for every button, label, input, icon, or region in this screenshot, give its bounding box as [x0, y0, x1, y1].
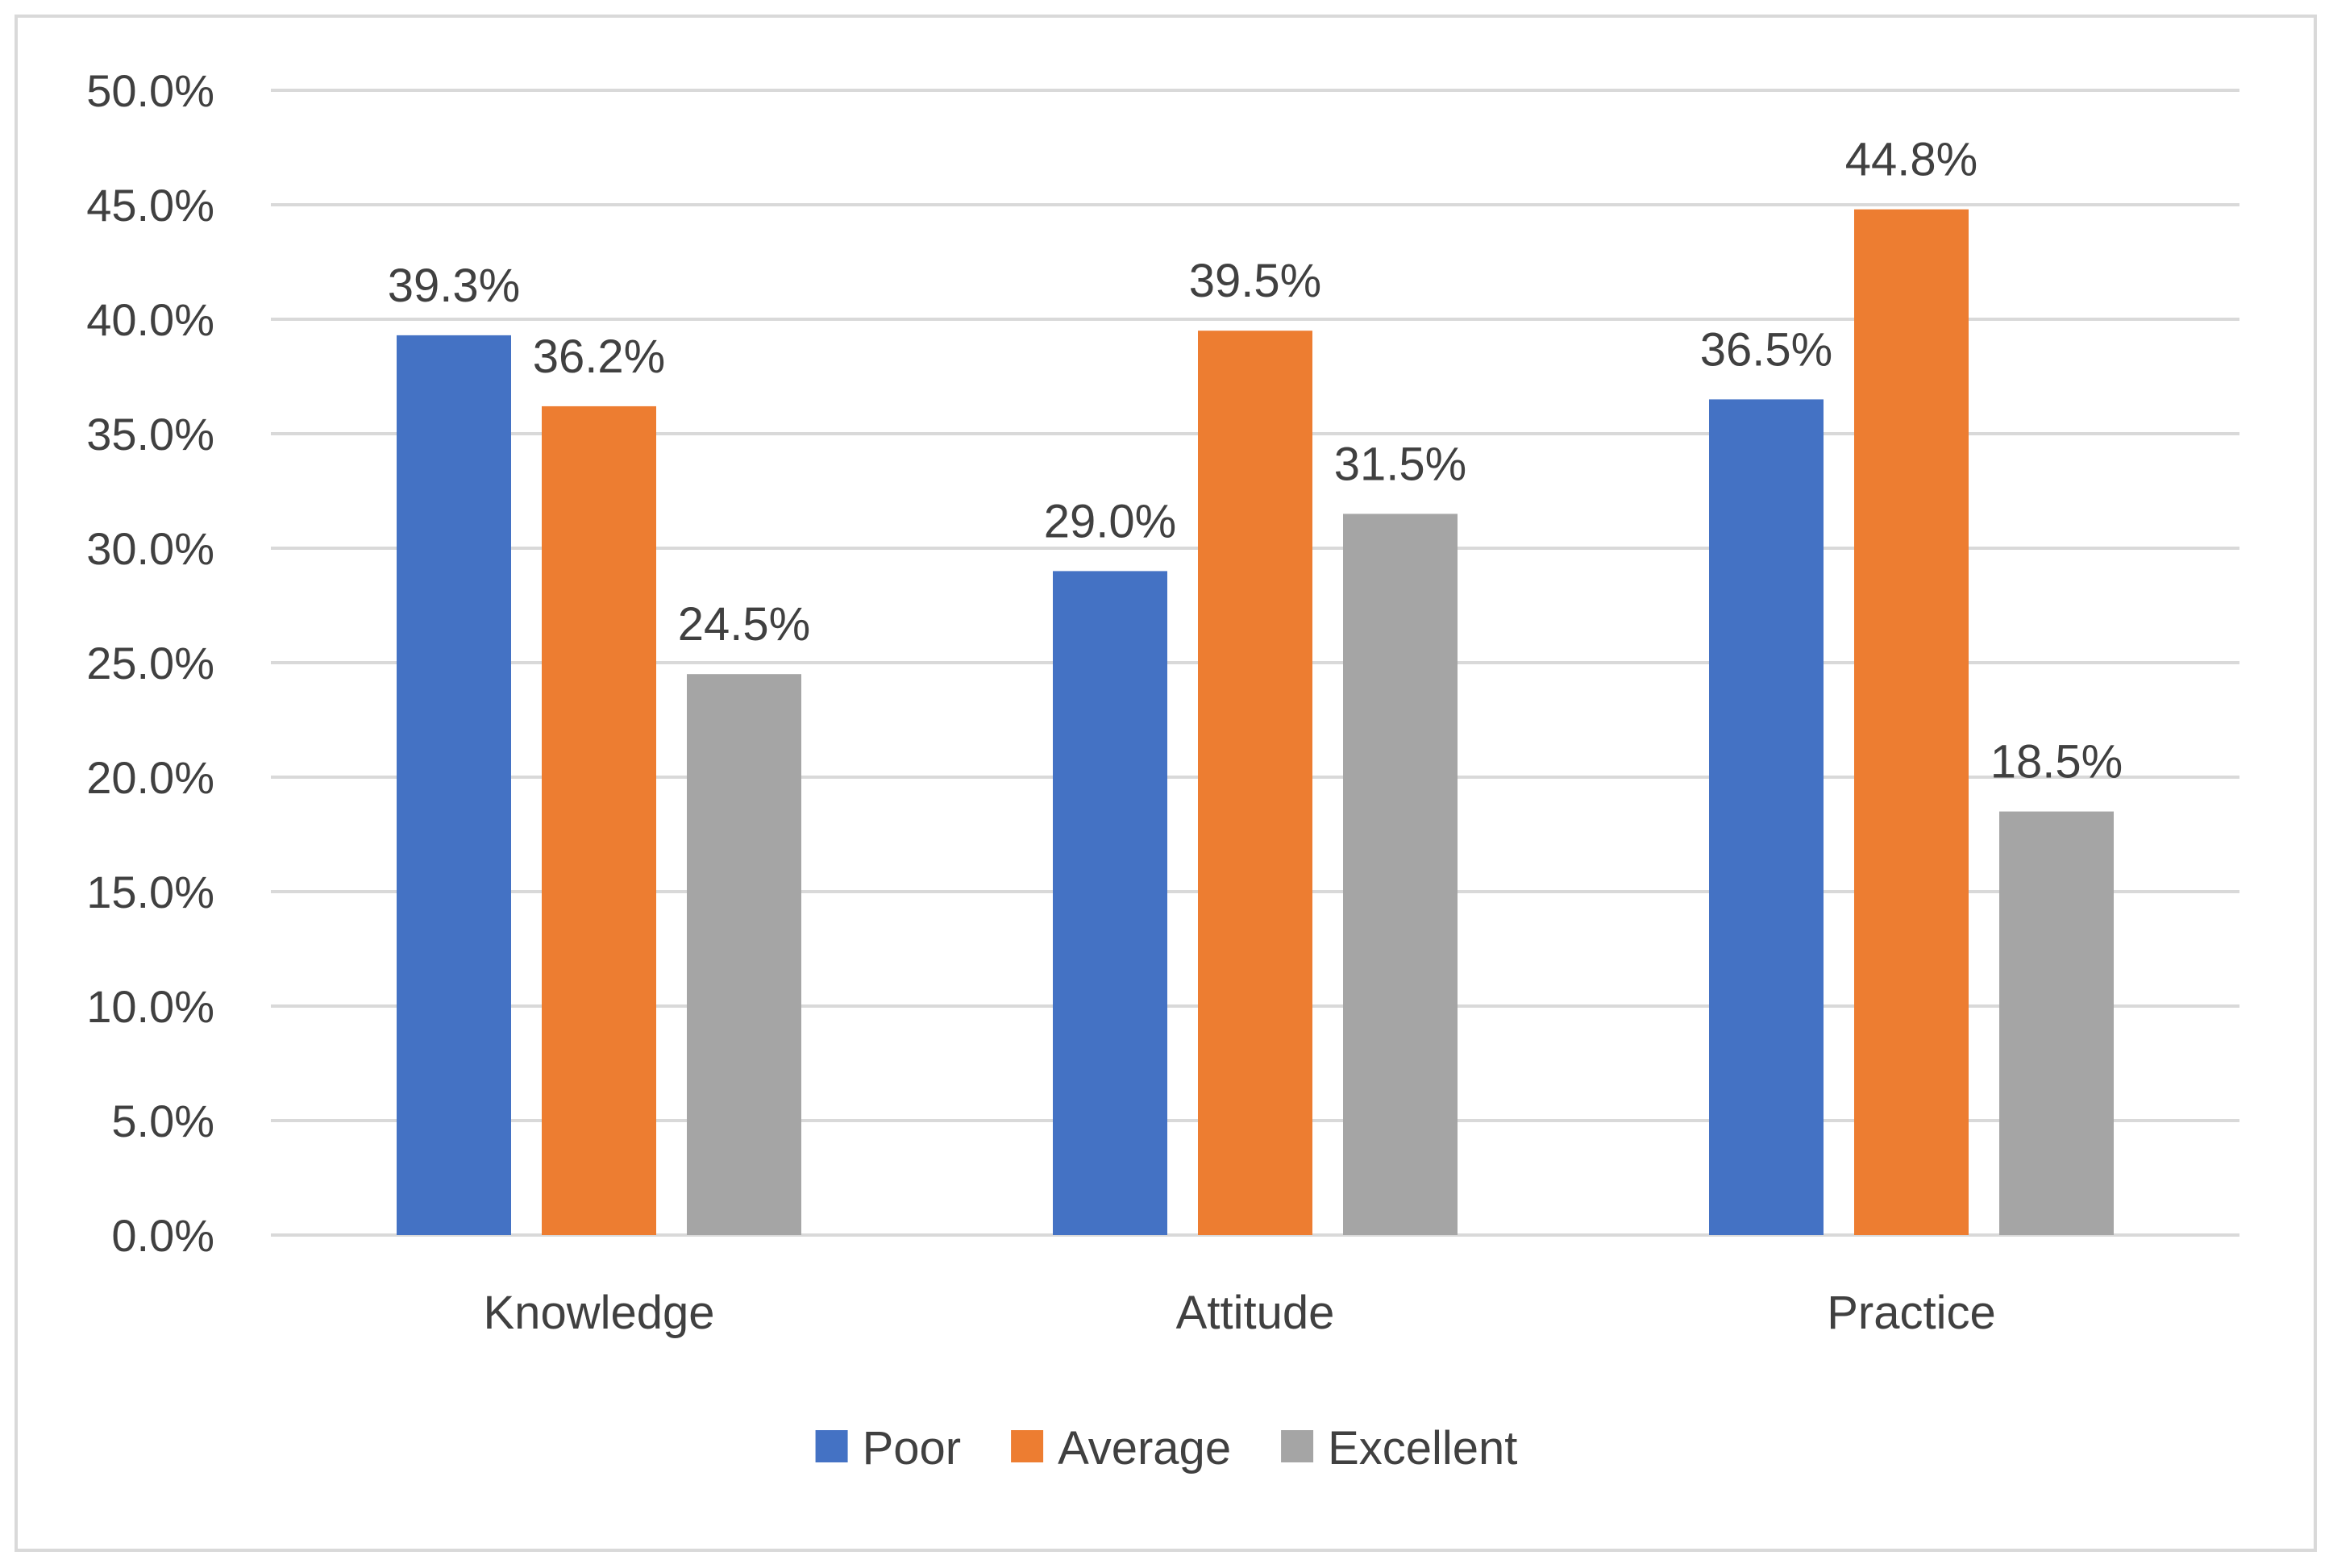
data-label: 24.5% [678, 598, 810, 651]
bar-average-practice [1854, 209, 1969, 1236]
y-tick-label: 50.0% [86, 65, 214, 116]
data-label: 18.5% [1990, 736, 2123, 788]
y-tick-label: 15.0% [86, 867, 214, 917]
legend-swatch-excellent [1281, 1430, 1314, 1462]
y-tick-label: 0.0% [111, 1210, 214, 1261]
data-label: 29.0% [1044, 495, 1176, 547]
x-axis-categories: Knowledge Attitude Practice [484, 1287, 1996, 1339]
x-category-label: Attitude [1176, 1287, 1335, 1339]
y-tick-label: 40.0% [86, 294, 214, 345]
data-label: 36.2% [533, 331, 665, 383]
legend-label: Excellent [1328, 1422, 1517, 1474]
y-axis-ticks: 0.0% 5.0% 10.0% 15.0% 20.0% 25.0% 30.0% 35.0% 40… [86, 65, 214, 1261]
bar-average-attitude [1198, 331, 1312, 1236]
y-tick-label: 10.0% [86, 981, 214, 1032]
x-category-label: Knowledge [484, 1287, 715, 1339]
legend-label: Poor [863, 1422, 962, 1474]
legend-label: Average [1058, 1422, 1231, 1474]
y-tick-label: 5.0% [111, 1096, 214, 1146]
bar-average-knowledge [542, 406, 656, 1235]
data-label: 39.5% [1189, 255, 1321, 307]
y-tick-label: 20.0% [86, 752, 214, 803]
bar-excellent-knowledge [687, 674, 801, 1235]
bar-poor-knowledge [397, 335, 511, 1235]
legend-swatch-average [1011, 1430, 1044, 1462]
x-category-label: Practice [1827, 1287, 1996, 1339]
data-labels: 39.3%36.2% 24.5% 29.0% 39.5% 31.5% 36.5% 44.8%… [388, 134, 2123, 788]
y-tick-label: 45.0% [86, 180, 214, 231]
y-tick-label: 35.0% [86, 409, 214, 460]
bar-excellent-attitude [1343, 514, 1458, 1235]
data-label: 36.5% [1700, 323, 1832, 376]
bar-excellent-practice [1999, 811, 2114, 1235]
legend: Poor Average Excellent [815, 1422, 1517, 1474]
y-tick-label: 30.0% [86, 523, 214, 574]
y-tick-label: 25.0% [86, 638, 214, 688]
data-label: 31.5% [1334, 438, 1466, 490]
bar-poor-attitude [1053, 571, 1167, 1235]
bars [397, 209, 2114, 1236]
legend-swatch-poor [815, 1430, 848, 1462]
data-label: 44.8% [1845, 134, 1977, 186]
data-label: 39.3% [388, 260, 520, 312]
bar-poor-practice [1709, 399, 1824, 1235]
